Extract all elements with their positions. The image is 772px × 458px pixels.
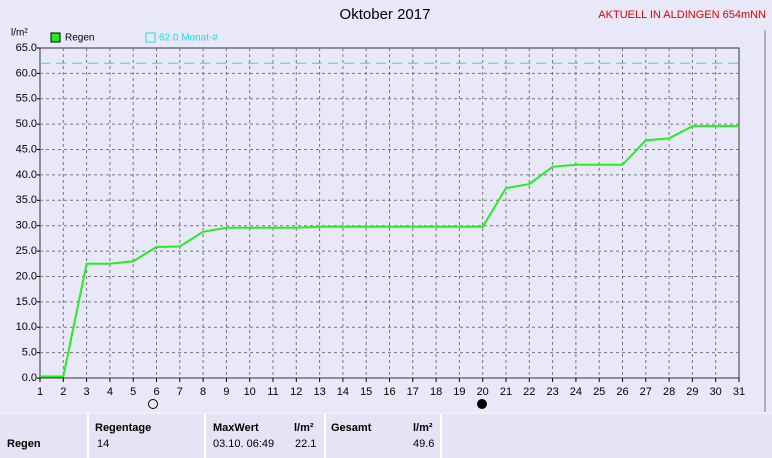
y-tick-label: 20.0	[16, 270, 37, 282]
y-tick-label: 0.0	[22, 372, 37, 384]
y-tick-label: 40.0	[16, 169, 37, 181]
table-background	[0, 414, 772, 458]
x-tick-label: 10	[244, 386, 256, 398]
y-tick-label: 15.0	[16, 296, 37, 308]
x-tick-label: 7	[177, 386, 183, 398]
y-tick-label: 55.0	[16, 93, 37, 105]
table-header: l/m²	[413, 422, 433, 434]
x-tick-label: 18	[430, 386, 442, 398]
x-tick-label: 23	[546, 386, 558, 398]
x-tick-label: 9	[223, 386, 229, 398]
table-header: MaxWert	[213, 422, 259, 434]
x-tick-label: 28	[663, 386, 675, 398]
table-header: Regentage	[95, 422, 151, 434]
table-value: 49.6	[413, 438, 434, 450]
legend-label: Regen	[65, 33, 94, 44]
legend-swatch	[145, 32, 156, 43]
x-tick-label: 11	[267, 386, 278, 398]
x-tick-label: 16	[383, 386, 395, 398]
table-header: Gesamt	[331, 422, 372, 434]
moon-icon	[148, 399, 158, 409]
x-tick-label: 31	[733, 386, 745, 398]
x-tick-label: 13	[313, 386, 325, 398]
x-tick-label: 20	[477, 386, 489, 398]
legend-swatch	[50, 32, 61, 43]
legend-label: 62.0 Monat-#	[159, 33, 218, 44]
x-tick-label: 12	[290, 386, 302, 398]
y-tick-label: 65.0	[16, 42, 37, 54]
x-tick-label: 3	[84, 386, 90, 398]
x-tick-label: 22	[523, 386, 535, 398]
y-tick-label: 50.0	[16, 118, 37, 130]
x-tick-label: 1	[37, 386, 43, 398]
x-tick-label: 8	[200, 386, 206, 398]
x-tick-label: 19	[453, 386, 465, 398]
table-value: 03.10. 06:49	[213, 438, 274, 450]
x-tick-label: 25	[593, 386, 605, 398]
moon-icon	[477, 399, 487, 409]
x-tick-label: 6	[153, 386, 159, 398]
table-value: 22.1	[295, 438, 316, 450]
chart-subtitle: AKTUELL IN ALDINGEN 654mNN	[598, 9, 766, 21]
y-tick-label: 5.0	[22, 347, 37, 359]
x-tick-label: 26	[616, 386, 628, 398]
table-header: l/m²	[294, 422, 314, 434]
table-value: 14	[97, 438, 109, 450]
y-tick-label: 25.0	[16, 245, 37, 257]
y-axis-label: l/m²	[11, 28, 28, 39]
y-tick-label: 10.0	[16, 321, 37, 333]
x-tick-label: 30	[710, 386, 722, 398]
table-row-label: Regen	[7, 438, 41, 450]
y-tick-label: 30.0	[16, 220, 37, 232]
table: Regen	[0, 414, 772, 458]
chart-title: Oktober 2017	[340, 6, 431, 23]
x-tick-label: 17	[407, 386, 419, 398]
x-tick-label: 2	[60, 386, 66, 398]
x-tick-label: 5	[130, 386, 136, 398]
x-tick-label: 29	[686, 386, 698, 398]
x-tick-label: 15	[360, 386, 372, 398]
x-tick-label: 4	[107, 386, 113, 398]
y-tick-label: 60.0	[16, 67, 37, 79]
x-tick-label: 24	[570, 386, 582, 398]
data-line	[40, 125, 739, 378]
y-tick-label: 45.0	[16, 143, 37, 155]
x-tick-label: 21	[500, 386, 512, 398]
x-tick-label: 27	[640, 386, 652, 398]
y-tick-label: 35.0	[16, 194, 37, 206]
x-tick-label: 14	[337, 386, 349, 398]
